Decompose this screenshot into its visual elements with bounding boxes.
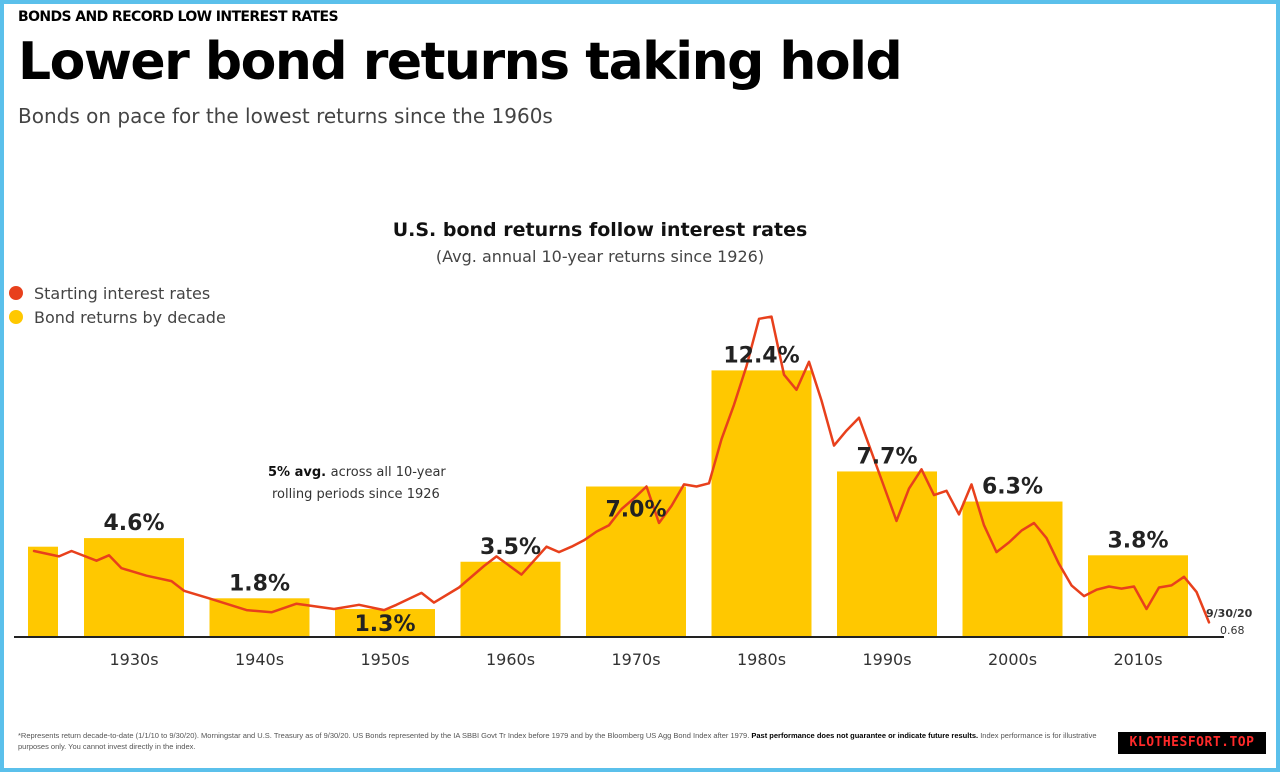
chart-subtitle: (Avg. annual 10-year returns since 1926) (436, 247, 764, 266)
legend-marker-0 (9, 286, 23, 300)
avg-annotation: 5% avg. across all 10-year rolling period… (268, 465, 446, 502)
watermark-badge: KLOTHESFORT.TOP (1118, 732, 1266, 754)
x-tick-1970s: 1970s (611, 650, 660, 669)
x-tick-1980s: 1980s (737, 650, 786, 669)
bond-chart: U.S. bond returns follow interest rates … (9, 219, 1253, 669)
bar-1980s (711, 370, 812, 637)
end-label-value: 0.68 (1220, 624, 1245, 637)
interest-rate-line (32, 315, 1211, 624)
legend-label-0: Starting interest rates (34, 284, 210, 303)
page-subtitle: Bonds on pace for the lowest returns sin… (18, 104, 553, 128)
bar-value-label-1980s: 12.4% (723, 343, 799, 368)
bar-value-labels: 4.6% 1.8% 1.3% 3.5% 7.0% 12.4% 7.7% 6.3% 3.8% (103, 343, 1168, 637)
x-tick-2010s: 2010s (1113, 650, 1162, 669)
footnote: *Represents return decade-to-date (1/1/1… (18, 730, 1118, 752)
legend-label-1: Bond returns by decade (34, 308, 226, 327)
footnote-text: *Represents return decade-to-date (1/1/1… (18, 731, 750, 740)
bar-1990s (837, 471, 937, 637)
annotation-bold: 5% avg. (268, 465, 331, 480)
page-title: Lower bond returns taking hold (18, 32, 903, 92)
chart-title: U.S. bond returns follow interest rates (393, 219, 808, 241)
x-tick-labels: 1930s 1940s 1950s 1960s 1970s 1980s 1990s 2000s… (109, 650, 1162, 669)
bar-value-label-1960s: 3.5% (480, 535, 541, 560)
bar-value-label-1950s: 1.3% (354, 612, 415, 637)
bar-value-label-2010s: 3.8% (1107, 528, 1168, 553)
x-tick-2000s: 2000s (988, 650, 1037, 669)
bar-1930s (84, 538, 184, 637)
annotation-rest: across all 10-year (331, 465, 447, 480)
bar-1970s (586, 486, 686, 637)
bars (28, 370, 1188, 637)
bar-2000s (962, 501, 1063, 637)
x-tick-1940s: 1940s (235, 650, 284, 669)
bar-1920s-partial (28, 546, 58, 637)
x-tick-1990s: 1990s (862, 650, 911, 669)
bar-value-label-2000s: 6.3% (982, 475, 1043, 500)
annotation-line-2: rolling periods since 1926 (272, 487, 440, 502)
legend: Starting interest rates Bond returns by d… (9, 284, 226, 327)
bar-value-label-1930s: 4.6% (103, 511, 164, 536)
bar-value-label-1940s: 1.8% (229, 571, 290, 596)
end-label: 9/30/20 0.68 (1206, 607, 1253, 637)
legend-marker-1 (9, 310, 23, 324)
bar-1950s (335, 609, 435, 637)
footnote-bold: Past performance does not guarantee or i… (751, 731, 979, 740)
kicker: BONDS AND RECORD LOW INTEREST RATES (18, 9, 339, 25)
bar-value-label-1970s: 7.0% (605, 498, 666, 523)
x-tick-1950s: 1950s (360, 650, 409, 669)
footnote-tail: Index performance is for illustrative pu… (18, 731, 1097, 751)
x-tick-1930s: 1930s (109, 650, 158, 669)
end-label-date: 9/30/20 (1206, 607, 1253, 620)
annotation-line-1: 5% avg. across all 10-year (268, 465, 446, 480)
bar-1960s (460, 561, 561, 637)
x-tick-1960s: 1960s (486, 650, 535, 669)
bar-value-label-1990s: 7.7% (856, 444, 917, 469)
rate-line-layer (32, 315, 1211, 624)
